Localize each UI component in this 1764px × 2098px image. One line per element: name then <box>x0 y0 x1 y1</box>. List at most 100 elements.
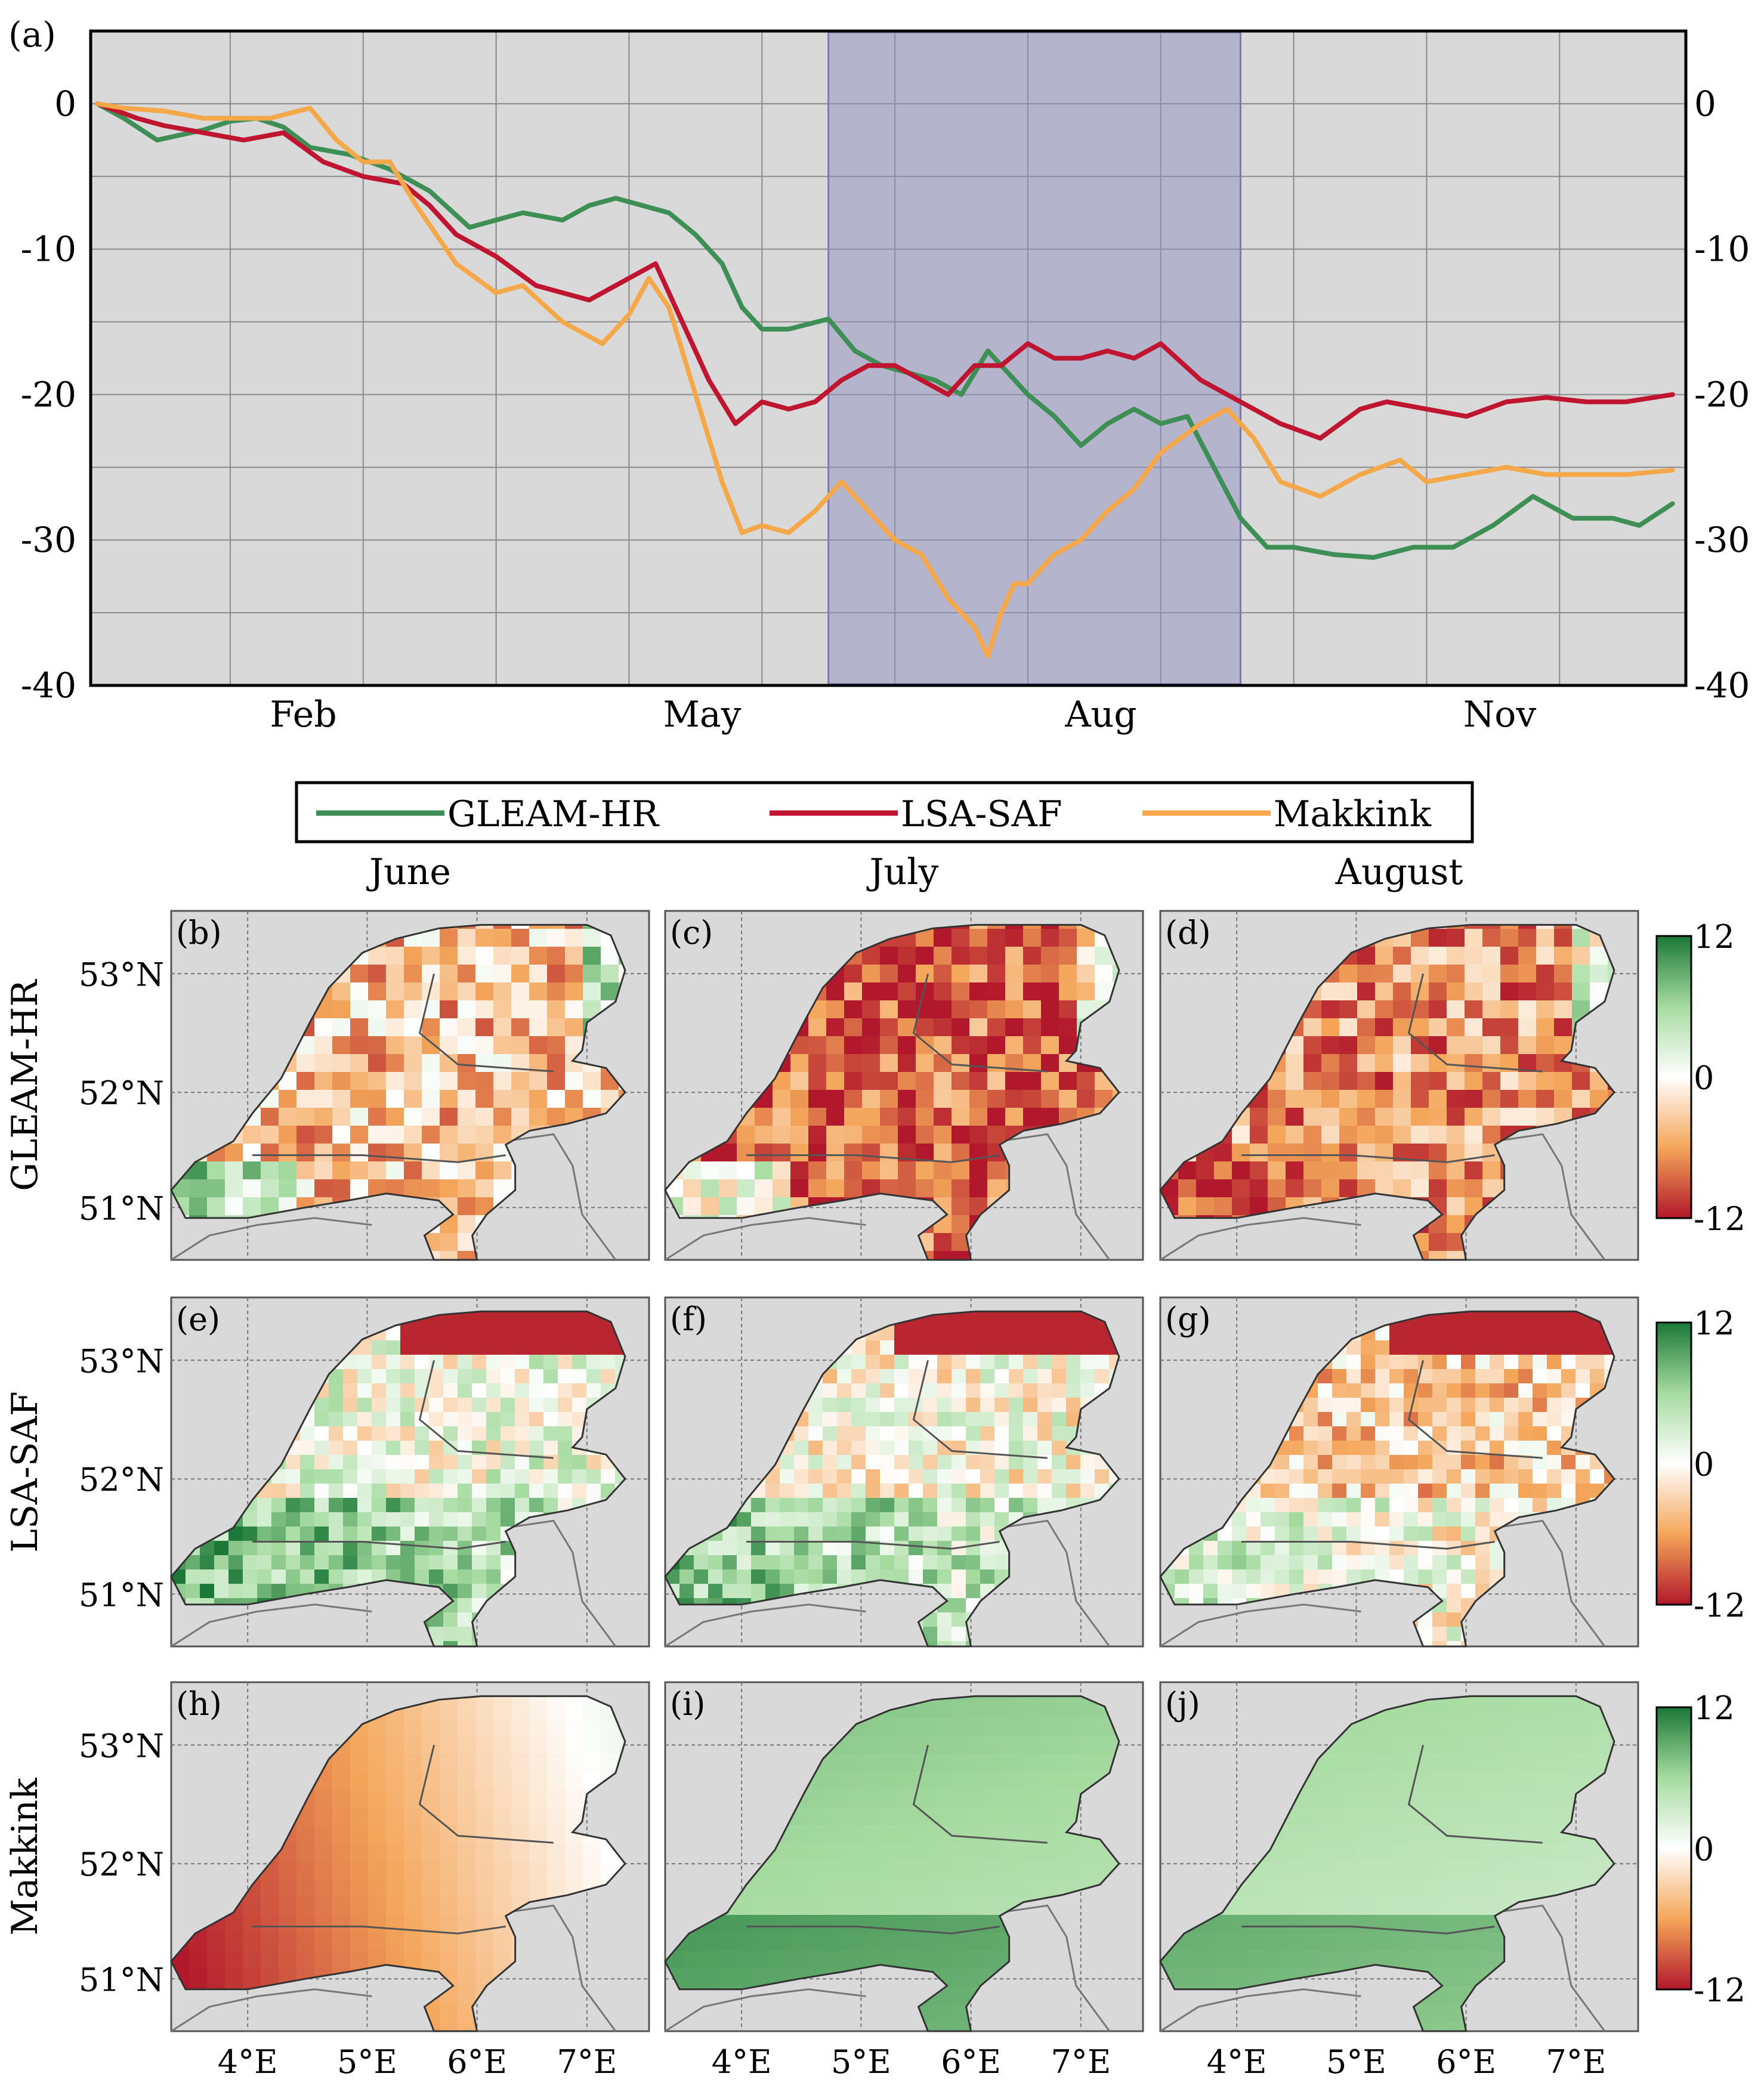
legend: GLEAM-HR LSA-SAF Makkink <box>295 781 1474 843</box>
y-tick-left: -30 <box>21 520 76 560</box>
lon-tick: 6°E <box>447 2043 507 2081</box>
province-border <box>418 973 554 1073</box>
river-line <box>252 1154 506 1163</box>
panel-label: (d) <box>1165 914 1211 951</box>
lon-tick: 4°E <box>218 2043 278 2081</box>
map-panel: (f) <box>664 1296 1144 1648</box>
row-title: Makkink <box>4 1778 46 1936</box>
country-outline <box>170 1695 626 2032</box>
row-title: GLEAM-HR <box>4 979 46 1191</box>
colorbar-max: 12 <box>1694 1305 1735 1342</box>
panel-label: (e) <box>176 1300 220 1338</box>
country-outline <box>1159 1310 1615 1648</box>
country-outline <box>1159 1695 1615 2032</box>
province-border <box>1407 1744 1543 1844</box>
y-tick-left: 0 <box>54 84 76 124</box>
province-border <box>418 1359 554 1459</box>
y-tick-left: -20 <box>21 374 76 415</box>
panel-label: (g) <box>1165 1300 1211 1338</box>
lon-tick: 7°E <box>1546 2043 1606 2081</box>
map-panel: (b) 53°N 52°N 51°N <box>79 910 650 1261</box>
colorbar-mid: 0 <box>1694 1059 1714 1097</box>
lon-tick: 7°E <box>1051 2043 1111 2081</box>
series-line-makkink <box>95 101 1675 659</box>
lat-tick: 51°N <box>79 1961 164 1998</box>
colorbar: 12 0 -12 <box>1655 1689 1746 2009</box>
panel-label: (h) <box>176 1685 222 1723</box>
lon-tick: 5°E <box>831 2043 891 2081</box>
y-tick-right: 0 <box>1694 84 1716 124</box>
x-tick-label: Aug <box>1064 694 1136 736</box>
colorbar-min: -12 <box>1694 1972 1746 2009</box>
lat-tick: 52°N <box>79 1074 164 1112</box>
colorbar-min: -12 <box>1694 1587 1746 1624</box>
lon-tick: 4°E <box>1207 2043 1267 2081</box>
river-line <box>252 1926 506 1935</box>
map-panel: (e) 53°N 52°N 51°N <box>79 1296 650 1648</box>
row-title: LSA-SAF <box>4 1391 46 1553</box>
map-panel: (g) <box>1159 1296 1639 1648</box>
lat-tick: 52°N <box>79 1846 164 1883</box>
province-border <box>1407 1359 1543 1459</box>
y-axis-ticks: 0 0 -10 -10 -20 -20 -30 -30 -40 -40 <box>21 84 1750 706</box>
timeseries-panel: 0 0-10 -10-20 -20-30 -30-40 -40 Feb May Aug Nov … <box>8 14 1750 736</box>
column-title: July <box>866 851 939 893</box>
map-panel: (i) 4°E 5°E 6°E 7°E <box>664 1681 1144 2081</box>
lat-tick: 53°N <box>79 1342 164 1380</box>
lon-tick: 5°E <box>337 2043 397 2081</box>
country-outline <box>170 923 626 1261</box>
x-tick-label: Nov <box>1463 694 1537 736</box>
country-outline <box>664 1695 1120 2032</box>
y-tick-right: -40 <box>1694 665 1750 706</box>
series-line-gleam-hr <box>95 101 1675 560</box>
lon-tick: 6°E <box>1436 2043 1496 2081</box>
lon-tick: 5°E <box>1326 2043 1386 2081</box>
lon-tick: 4°E <box>712 2043 772 2081</box>
legend-item: Makkink <box>1142 793 1432 835</box>
legend-item: GLEAM-HR <box>316 793 660 835</box>
y-tick-right: -10 <box>1694 229 1750 270</box>
column-title: June <box>366 851 451 893</box>
map-panel: (c) <box>664 910 1144 1261</box>
lon-tick: 6°E <box>941 2043 1001 2081</box>
colorbar-max: 12 <box>1694 918 1735 956</box>
country-outline <box>1159 923 1615 1261</box>
lat-tick: 51°N <box>79 1189 164 1227</box>
province-border <box>912 1359 1048 1459</box>
lat-tick: 51°N <box>79 1576 164 1614</box>
river-line <box>1241 1926 1495 1935</box>
colorbar-max: 12 <box>1694 1689 1735 1727</box>
colorbar-mid: 0 <box>1694 1831 1714 1868</box>
x-tick-label: May <box>663 694 741 736</box>
province-border <box>912 973 1048 1073</box>
timeseries-lines <box>95 101 1675 659</box>
map-panel: (j) 4°E 5°E 6°E 7°E <box>1159 1681 1639 2081</box>
country-outline <box>170 1310 626 1648</box>
lat-tick: 52°N <box>79 1461 164 1498</box>
y-tick-left: -10 <box>21 229 76 270</box>
map-panel: (d) <box>1159 910 1639 1261</box>
x-axis-ticks: Feb May Aug Nov <box>270 694 1536 736</box>
colorbar: 12 0 -12 <box>1655 918 1746 1238</box>
country-outline <box>664 1310 1120 1648</box>
colorbar: 12 0 -12 <box>1655 1305 1746 1624</box>
river-line <box>1241 1154 1495 1163</box>
river-line <box>746 1926 1000 1935</box>
x-tick-label: Feb <box>270 694 336 736</box>
y-tick-left: -40 <box>21 665 76 706</box>
river-line <box>252 1541 506 1550</box>
legend-label: Makkink <box>1274 793 1432 835</box>
lat-tick: 53°N <box>79 956 164 993</box>
country-outline <box>664 923 1120 1261</box>
panel-label: (j) <box>1165 1685 1200 1723</box>
colorbar-mid: 0 <box>1694 1446 1714 1484</box>
panel-label-a: (a) <box>8 14 56 55</box>
legend-label: LSA-SAF <box>901 793 1062 835</box>
colorbar-min: -12 <box>1694 1200 1746 1238</box>
colorbar-gradient <box>1655 1321 1692 1606</box>
legend-label: GLEAM-HR <box>447 793 660 835</box>
river-line <box>1241 1541 1495 1550</box>
column-title: August <box>1335 851 1463 893</box>
lat-tick: 53°N <box>79 1727 164 1765</box>
